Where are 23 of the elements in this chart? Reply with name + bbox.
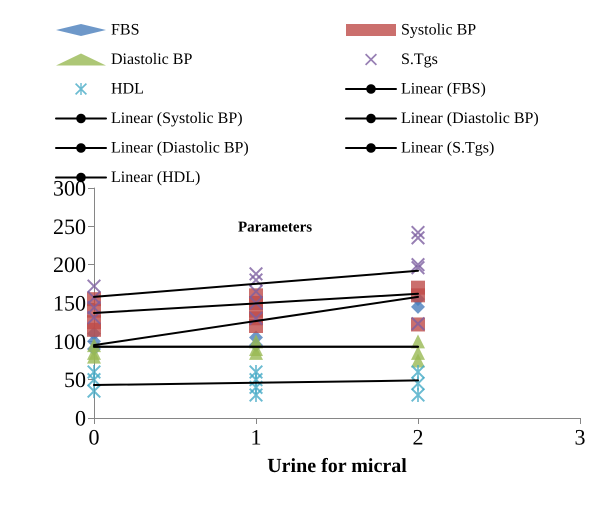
x-tick-label: 3 (574, 424, 586, 450)
x-tick-label: 1 (250, 424, 262, 450)
y-tick-label: 150 (53, 290, 86, 316)
y-tick-label: 250 (53, 214, 86, 239)
legend-label: Linear (Diastolic BP) (401, 110, 539, 127)
legend-label: Linear (Systolic BP) (111, 110, 243, 127)
legend-label: FBS (111, 22, 140, 38)
y-tick-label: 0 (75, 406, 86, 430)
x-tick-label: 2 (412, 424, 424, 450)
y-tick-label: 100 (53, 328, 86, 354)
legend-label: Diastolic BP (111, 51, 192, 68)
legend-label: Linear (S.Tgs) (401, 140, 494, 156)
y-tick-label: 50 (64, 367, 86, 392)
legend-label: Linear (Diastolic BP) (111, 140, 249, 156)
y-tick-label: 300 (53, 176, 86, 200)
legend-label: Linear (HDL) (111, 169, 200, 186)
x-axis-title: Urine for micral (267, 455, 408, 477)
legend-label: Linear (FBS) (401, 80, 486, 98)
legend-label: Systolic BP (401, 22, 476, 38)
legend-label: HDL (111, 80, 144, 98)
y-tick-label: 200 (53, 252, 86, 278)
text: Parameters (238, 220, 312, 236)
legend-label: S.Tgs (401, 51, 438, 68)
